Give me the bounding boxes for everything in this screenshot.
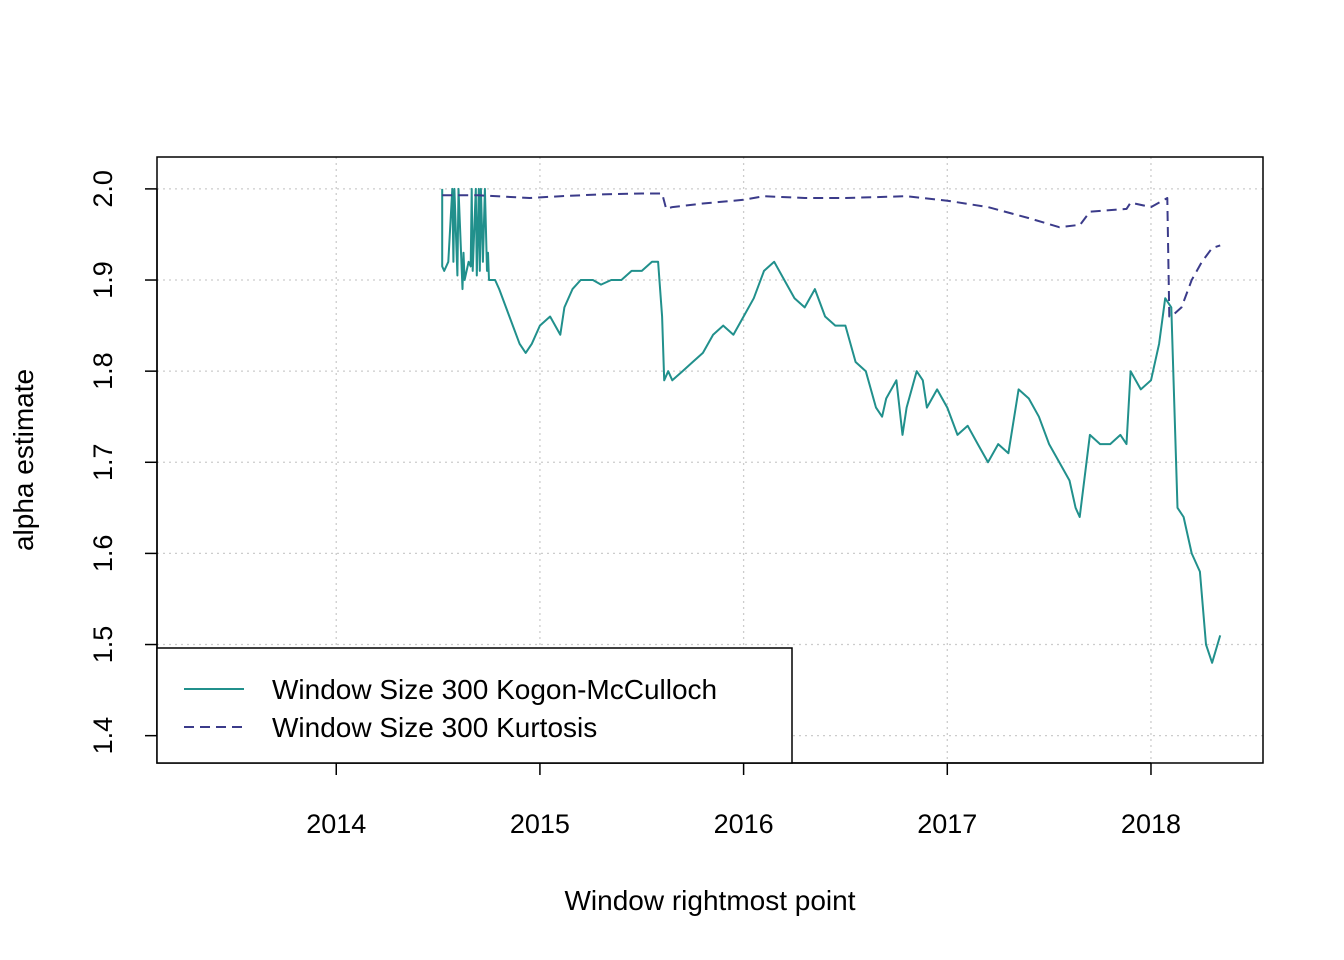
y-axis: 1.4 1.5 1.6 1.7 1.8 1.9 2.0 (88, 170, 158, 755)
y-tick-label-1.4: 1.4 (88, 717, 118, 755)
x-tick-label-2016: 2016 (714, 809, 774, 839)
x-tick-label-2017: 2017 (917, 809, 977, 839)
series-layer (441, 187, 1222, 664)
y-tick-label-1.6: 1.6 (88, 535, 118, 573)
series-line-kogon-mcculloch (441, 187, 1222, 664)
x-axis: 2014 2015 2016 2017 2018 (306, 762, 1181, 839)
y-tick-label-1.9: 1.9 (88, 261, 118, 299)
x-axis-title: Window rightmost point (564, 885, 855, 916)
y-axis-title: alpha estimate (8, 369, 39, 551)
x-tick-label-2018: 2018 (1121, 809, 1181, 839)
y-tick-label-1.7: 1.7 (88, 444, 118, 482)
y-tick-label-2.0: 2.0 (88, 170, 118, 208)
y-tick-label-1.8: 1.8 (88, 352, 118, 390)
x-tick-label-2015: 2015 (510, 809, 570, 839)
legend-box (156, 647, 793, 764)
legend-label-kurtosis: Window Size 300 Kurtosis (272, 712, 597, 743)
x-tick-label-2014: 2014 (306, 809, 366, 839)
legend-label-kogon-mcculloch: Window Size 300 Kogon-McCulloch (272, 674, 717, 705)
y-tick-label-1.5: 1.5 (88, 626, 118, 664)
legend: Window Size 300 Kogon-McCulloch Window S… (156, 647, 793, 764)
